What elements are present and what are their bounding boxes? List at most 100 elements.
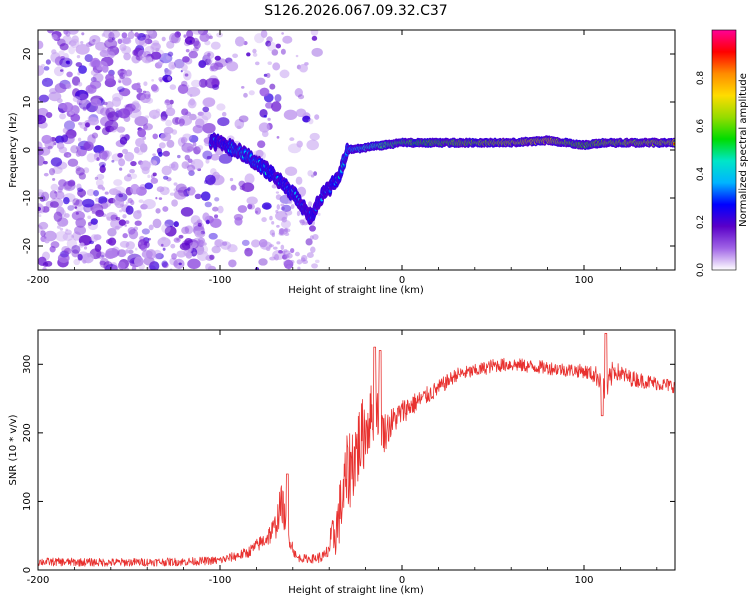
spectrogram-noise-blob (169, 192, 175, 196)
spectrogram-noise-blob (42, 261, 49, 267)
spectrogram-noise-blob (296, 259, 303, 265)
spectrogram-noise-blob (47, 145, 53, 150)
spectrogram-noise-blob (306, 252, 314, 259)
colorbar-bar (712, 30, 736, 270)
spectrogram-noise-blob (99, 49, 109, 58)
spectrogram-noise-blob (62, 232, 74, 241)
spectrogram-noise-blob (255, 77, 266, 85)
spectrogram-noise-blob (246, 52, 251, 57)
spectrogram-noise-blob (74, 225, 87, 236)
snr-x-tick-label: -200 (27, 575, 50, 586)
spectrogram-noise-blob (234, 36, 245, 47)
spectrogram-noise-blob (101, 33, 105, 37)
snr-x-tick-label: -100 (209, 575, 232, 586)
spectrogram-noise-blob (130, 183, 140, 195)
colorbar-tick-label: 0.2 (696, 215, 706, 229)
spectrogram-noise-blob (192, 124, 204, 134)
spectrogram-noise-blob (150, 177, 159, 184)
spectrogram-noise-blob (228, 259, 237, 268)
spectrogram-noise-blob (78, 122, 83, 126)
spectrogram-noise-blob (162, 150, 170, 157)
spectrogram-noise-blob (59, 227, 64, 231)
spectrogram-noise-blob (151, 42, 161, 51)
spectrogram-noise-blob (140, 244, 147, 252)
spectrogram-noise-blob (311, 263, 318, 269)
spectrogram-noise-blob (275, 191, 280, 194)
spectrogram-noise-blob (200, 230, 206, 235)
spectrogram-ridge-layer (208, 132, 675, 226)
spectrogram-noise-blob (209, 254, 215, 260)
spectrogram-noise-blob (117, 249, 127, 258)
spectrogram-noise-blob (254, 207, 262, 215)
spectrogram-noise-blob (118, 89, 122, 93)
spectrogram-noise-blob (164, 99, 172, 106)
spectrogram-noise-blob (104, 120, 119, 131)
spectrogram-noise-blob (187, 158, 193, 163)
spectrogram-y-tick-label: 20 (22, 48, 33, 61)
spectrogram-noise-blob (310, 246, 316, 253)
spectrogram-noise-blob (144, 38, 153, 45)
spectrogram-noise-blob (254, 61, 260, 66)
spectrogram-noise-blob (39, 195, 46, 202)
spectrogram-noise-blob (49, 201, 59, 208)
spectrogram-noise-blob (158, 151, 163, 157)
spectrogram-noise-blob (137, 241, 142, 245)
spectrogram-noise-blob (70, 38, 80, 48)
spectrogram-noise-blob (284, 227, 288, 232)
spectrogram-noise-blob (280, 206, 285, 211)
spectrogram-noise-blob (176, 32, 179, 36)
spectrogram-noise-blob (145, 249, 157, 260)
spectrogram-noise-blob (165, 69, 173, 76)
spectrogram-noise-blob (148, 109, 160, 119)
snr-y-tick-label: 300 (22, 355, 33, 374)
spectrogram-noise-blob (98, 161, 107, 168)
spectrogram-noise-blob (59, 113, 67, 120)
spectrogram-noise-blob (136, 150, 144, 156)
spectrogram-noise-blob (144, 59, 149, 63)
spectrogram-noise-blob (208, 35, 213, 40)
spectrogram-noise-blob (75, 44, 90, 55)
spectrogram-noise-blob (280, 244, 285, 251)
colorbar-tick-label: 0.0 (696, 263, 706, 278)
spectrogram-noise-blob (84, 122, 90, 128)
spectrogram-noise-blob (83, 126, 88, 132)
spectrogram-noise-blob (149, 261, 160, 270)
spectrogram-noise-blob (118, 158, 126, 167)
spectrogram-noise-blob (263, 114, 267, 118)
spectrogram-noise-blob (161, 236, 167, 241)
spectrogram-noise-blob (211, 245, 221, 254)
spectrogram-noise-blob (161, 243, 164, 247)
spectrogram-noise-blob (307, 170, 314, 177)
spectrogram-noise-blob (90, 234, 99, 242)
spectrogram-noise-blob (309, 132, 320, 141)
spectrogram-noise-blob (182, 133, 192, 141)
spectrogram-noise-blob (87, 134, 96, 145)
spectrogram-noise-blob (57, 188, 63, 193)
spectrogram-noise-blob (234, 118, 245, 129)
spectrogram-noise-blob (232, 53, 239, 59)
spectrogram-noise-blob (80, 195, 83, 199)
spectrogram-noise-blob (137, 32, 146, 41)
spectrogram-noise-blob (161, 260, 168, 268)
spectrogram-noise-blob (125, 220, 130, 225)
spectrogram-noise-blob (95, 179, 104, 187)
spectrogram-noise-blob (90, 57, 101, 68)
spectrogram-noise-blob (192, 251, 197, 255)
spectrogram-noise-blob (198, 78, 208, 88)
spectrogram-noise-blob (127, 197, 133, 204)
spectrogram-noise-blob (158, 197, 163, 200)
spectrogram-noise-blob (122, 214, 127, 219)
spectrogram-noise-blob (161, 165, 172, 176)
spectrogram-noise-blob (58, 50, 65, 56)
spectrogram-noise-blob (265, 40, 272, 47)
spectrogram-noise-blob (81, 32, 85, 36)
spectrogram-y-tick-label: 0 (22, 147, 33, 153)
spectrogram-noise-blob (118, 193, 124, 198)
spectrogram-noise-blob (299, 219, 305, 224)
spectrogram-noise-blob (162, 175, 169, 180)
spectrogram-noise-blob (77, 187, 84, 192)
spectrogram-noise-blob (286, 265, 292, 270)
spectrogram-noise-blob (282, 250, 286, 255)
spectrogram-noise-blob (133, 256, 144, 267)
